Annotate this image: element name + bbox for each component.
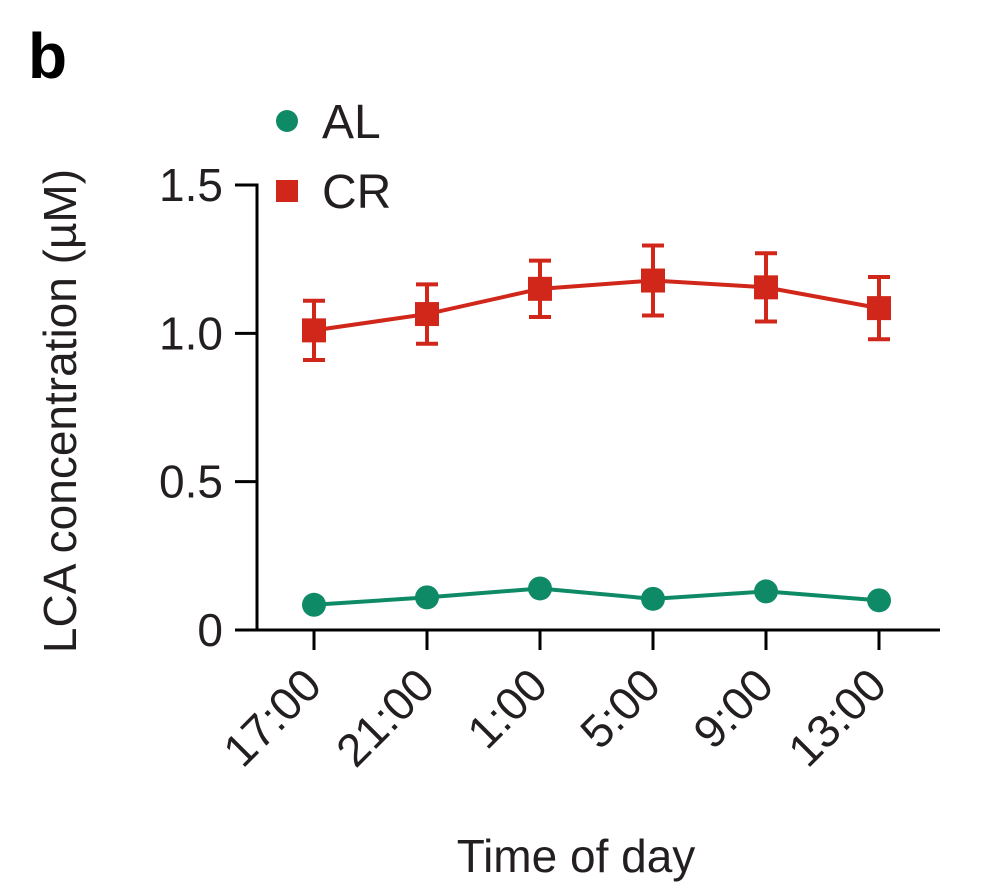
panel-letter: b [28,20,67,92]
cr-data-point [754,275,778,300]
cr-data-point [415,302,439,327]
legend: AL CR [276,96,391,219]
y-tick-label: 1.0 [159,307,223,359]
legend-al-label: AL [322,96,381,149]
y-tick-label: 0 [197,604,223,656]
x-tick-label: 13:00 [778,658,896,776]
al-data-point [302,592,326,617]
cr-data-point [641,268,665,293]
legend-al-marker [276,110,298,132]
al-series-line [313,586,880,607]
al-data-point [415,585,439,610]
al-data-point [754,579,778,604]
y-tick-label: 0.5 [159,456,223,508]
al-data-point [528,576,552,601]
legend-cr-marker [276,180,298,202]
x-tick-label: 21:00 [326,658,444,776]
x-tick-label: 9:00 [683,658,783,758]
al-data-point [641,586,665,611]
y-axis-title: LCA concentration (µM) [34,169,86,653]
cr-data-point [528,276,552,301]
y-tick-label: 1.5 [159,159,223,211]
cr-series-line [313,278,880,333]
cr-data-point [302,318,326,343]
x-axis-title: Time of day [457,830,696,882]
al-data-point [867,588,891,613]
x-tick-label: 1:00 [457,658,557,758]
series-layer [302,243,891,617]
y-ticks: 0 0.5 1.0 1.5 [159,159,257,656]
axes [235,183,940,632]
x-tick-label: 17:00 [213,658,331,776]
x-tick-label: 5:00 [570,658,670,758]
legend-cr-label: CR [322,166,391,219]
cr-data-point [867,296,891,321]
